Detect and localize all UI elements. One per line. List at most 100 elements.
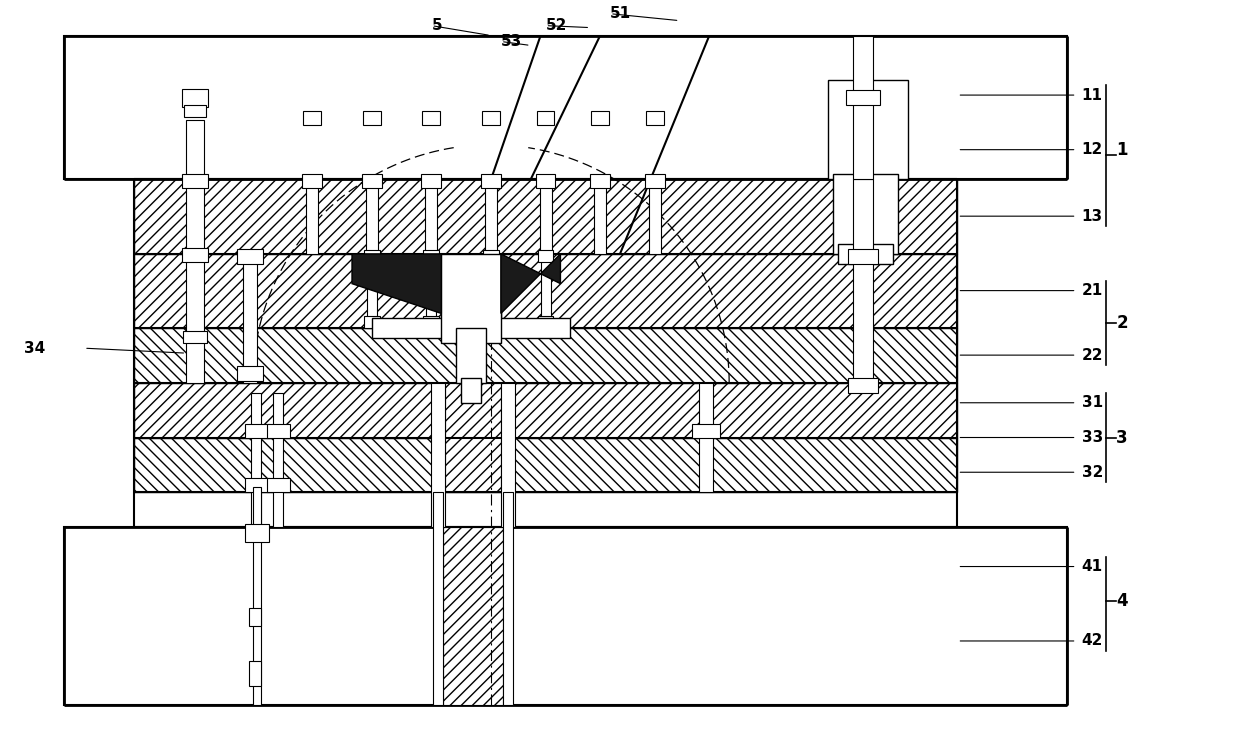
Text: 2: 2 [1116,314,1127,332]
Bar [424,250,440,262]
Bar [461,378,481,403]
Bar [302,175,322,189]
Bar [134,438,958,492]
Bar [854,36,873,180]
Bar [253,487,260,706]
Text: 51: 51 [610,6,631,22]
Text: 11: 11 [1082,88,1103,103]
Bar [699,383,714,492]
Text: 52: 52 [545,18,567,33]
Polygon shape [501,254,560,314]
Bar [237,249,263,264]
Text: 4: 4 [1116,592,1127,610]
Text: 12: 12 [1082,142,1103,158]
Bar [483,317,499,328]
Bar [243,254,256,383]
Bar [362,175,382,189]
Bar [182,248,208,262]
Bar [591,111,610,125]
Bar [372,319,570,338]
Bar [364,317,380,328]
Bar [839,244,893,264]
Bar [540,254,550,328]
Bar [363,111,380,125]
Bar [366,180,378,254]
Bar [538,317,554,328]
Bar [538,250,554,262]
Bar [273,393,282,527]
Bar [849,378,878,393]
Bar [422,111,440,125]
Bar [182,89,208,107]
Text: 34: 34 [25,341,46,356]
Bar [503,492,513,706]
Bar [424,317,440,328]
Bar [64,36,1067,180]
Bar [249,609,260,626]
Bar [266,424,290,438]
Bar [854,180,873,383]
Bar [590,175,610,189]
Bar [456,328,486,383]
Bar [441,254,501,343]
Bar [306,180,318,254]
Bar [536,111,555,125]
Bar [421,175,441,189]
Bar [426,254,436,328]
Text: 3: 3 [1116,429,1127,447]
Bar [486,254,496,328]
Bar [431,383,445,527]
Bar [441,254,501,328]
Bar [501,383,514,527]
Bar [245,424,269,438]
Bar [646,111,664,125]
Text: 21: 21 [1082,283,1103,298]
Bar [540,180,551,254]
Bar [425,180,437,254]
Bar [649,180,660,254]
Bar [834,175,898,254]
Bar [250,393,260,527]
Bar [134,180,958,254]
Bar [644,175,664,189]
Bar [134,383,958,438]
Bar [245,524,269,542]
Bar [829,80,908,180]
Text: 41: 41 [1082,559,1103,574]
Text: 33: 33 [1082,430,1103,445]
Bar [304,111,321,125]
Bar [364,250,380,262]
Bar [134,328,958,383]
Text: 1: 1 [1116,140,1127,159]
Bar [846,90,880,105]
Bar [849,249,878,264]
Bar [535,175,555,189]
Polygon shape [352,254,441,314]
Bar [595,180,606,254]
Bar [434,492,444,706]
Bar [182,175,208,189]
Bar [249,661,260,686]
Bar [64,527,1067,706]
Text: 32: 32 [1082,464,1103,480]
Bar [237,366,263,381]
Text: 13: 13 [1082,209,1103,224]
Bar [484,180,497,254]
Bar [245,478,269,492]
Bar [481,175,501,189]
Text: 53: 53 [501,34,522,49]
Bar [266,478,290,492]
Bar [483,250,499,262]
Bar [183,331,207,343]
Text: 22: 22 [1082,348,1103,363]
Bar [444,527,503,706]
Bar [445,383,501,492]
Bar [134,254,958,328]
Bar [693,424,720,438]
Bar [185,105,206,117]
Text: 5: 5 [431,18,442,33]
Bar [367,254,377,328]
Bar [186,120,204,383]
Text: 42: 42 [1082,634,1103,649]
Text: 31: 31 [1082,395,1103,410]
